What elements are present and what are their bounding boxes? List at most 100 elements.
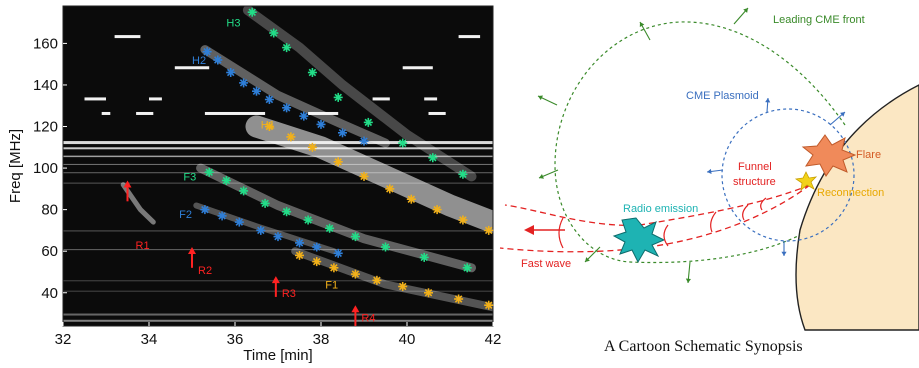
track-h1-point — [406, 194, 416, 204]
interference-band — [63, 182, 493, 184]
track-f3-point — [260, 198, 270, 208]
plasmoid-arrow-head — [765, 98, 771, 103]
interference-band — [63, 313, 493, 316]
marker-stroke — [300, 112, 308, 120]
x-axis-label: Time [min] — [243, 347, 312, 364]
marker-stroke — [351, 232, 360, 241]
track-f1-point — [484, 300, 494, 310]
marker-stroke — [454, 295, 463, 303]
marker-stroke — [252, 87, 261, 95]
track-label-f1: F1 — [325, 279, 338, 291]
track-f2-point — [200, 205, 210, 215]
track-f3-point — [462, 263, 472, 273]
marker-stroke — [338, 129, 347, 137]
sun-surface — [795, 84, 919, 331]
interference-band — [63, 319, 493, 322]
emission-lane — [242, 5, 477, 182]
flare-label: Flare — [856, 149, 881, 161]
marker-stroke — [317, 120, 325, 129]
marker-stroke — [386, 185, 394, 193]
track-f3-point — [239, 186, 249, 196]
marker-stroke — [265, 95, 274, 104]
marker-stroke — [312, 257, 321, 266]
track-f1-point — [398, 282, 408, 291]
fast-wave-label: Fast wave — [521, 258, 571, 270]
rfi-dash — [424, 97, 438, 101]
marker-stroke — [248, 8, 256, 16]
front-arrows — [537, 7, 749, 284]
track-h1-point — [432, 205, 442, 215]
front-arrow-head — [539, 173, 544, 179]
y-axis-label: Freq [MHz] — [7, 129, 24, 203]
funnel-arc — [760, 197, 767, 211]
track-f1-point — [424, 288, 433, 298]
track-h3-point — [282, 43, 292, 53]
track-f1-point — [372, 275, 382, 285]
track-f3-point — [204, 167, 214, 177]
track-h1-point — [286, 132, 296, 142]
marker-stroke — [373, 276, 381, 285]
rfi-dash — [372, 97, 390, 101]
track-label-h3: H3 — [226, 18, 240, 30]
track-f1-point — [312, 257, 322, 267]
track-h1-point — [359, 171, 369, 181]
x-tick-label: 40 — [399, 331, 416, 348]
marker-stroke — [308, 143, 317, 152]
track-f3-point — [350, 232, 360, 242]
marker-stroke — [218, 212, 226, 220]
marker-stroke — [239, 187, 248, 195]
marker-stroke — [330, 264, 338, 272]
front-arrow-head — [538, 95, 543, 101]
track-f1-point — [454, 294, 464, 304]
track-h3-point — [398, 138, 408, 148]
marker-stroke — [203, 47, 211, 56]
track-f1-point — [295, 250, 304, 260]
rfi-dash — [114, 35, 141, 39]
track-f3-point — [325, 223, 335, 233]
radio-emission-icon — [612, 217, 666, 264]
marker-stroke — [381, 243, 390, 251]
interference-band — [63, 147, 493, 150]
track-h2-point — [316, 119, 326, 129]
emission-lane — [193, 202, 337, 255]
track-h3-point — [269, 28, 279, 38]
front-arrow-head — [685, 278, 691, 283]
marker-stroke — [463, 264, 471, 272]
emission-lane — [196, 163, 476, 273]
track-h3-point — [428, 153, 438, 163]
plasmoid-arrows — [706, 97, 846, 256]
plasmoid-arrow-head — [781, 251, 787, 256]
reconnection-label: Reconnection — [817, 187, 884, 199]
track-f2-point — [295, 238, 304, 248]
rfi-dash — [428, 111, 446, 115]
funnel-arc — [663, 224, 669, 247]
radio-label-r3: R3 — [282, 288, 296, 300]
y-tick-label: 60 — [41, 243, 58, 260]
marker-stroke — [261, 199, 269, 208]
cme-plasmoid — [721, 108, 855, 242]
marker-stroke — [265, 122, 274, 131]
y-tick-label: 140 — [33, 77, 58, 94]
marker-stroke — [312, 243, 321, 251]
track-h2-point — [338, 128, 347, 138]
funnel-arc — [710, 211, 717, 233]
track-label-h1: H1 — [261, 119, 275, 131]
marker-stroke — [334, 158, 342, 166]
radio-label-r1: R1 — [136, 240, 150, 252]
radio-emission-label: Radio emission — [623, 203, 698, 215]
rfi-dash — [402, 66, 433, 70]
marker-stroke — [201, 205, 209, 214]
track-h3-point — [458, 169, 468, 179]
track-h2-point — [359, 136, 369, 146]
x-tick-label: 36 — [227, 331, 244, 348]
marker-stroke — [407, 195, 416, 203]
marker-stroke — [222, 176, 231, 185]
marker-stroke — [295, 251, 304, 260]
front-arrow-head — [743, 8, 748, 13]
radio-arrow-head — [271, 276, 280, 284]
y-tick-label: 40 — [41, 285, 58, 302]
track-h1-point — [385, 184, 395, 194]
track-h3-point — [363, 117, 373, 127]
